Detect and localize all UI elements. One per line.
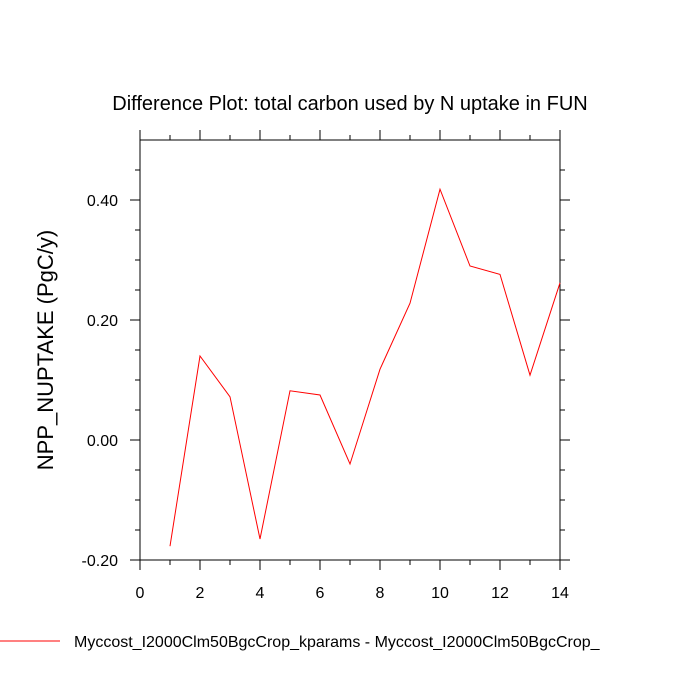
plot-frame	[139, 139, 561, 561]
x-tick-label: 12	[491, 585, 509, 602]
y-tick-label: 0.40	[87, 193, 118, 210]
y-tick-label: 0.20	[87, 313, 118, 330]
x-tick-label: 14	[551, 585, 569, 602]
legend-series-label: Myccost_I2000Clm50BgcCrop_kparams - Mycc…	[74, 634, 601, 651]
x-tick-label: 8	[376, 585, 385, 602]
series-layer	[169, 187, 561, 547]
series-line	[169, 187, 561, 547]
ticks-layer: 0 2 4 6 8 10 12 14 -0.20 0.00 0.20 0.40	[82, 130, 570, 602]
y-tick-label: 0.00	[87, 433, 118, 450]
x-tick-label: 6	[316, 585, 325, 602]
x-tick-label: 2	[196, 585, 205, 602]
x-tick-label: 0	[136, 585, 145, 602]
chart-title: Difference Plot: total carbon used by N …	[112, 93, 587, 115]
x-tick-label: 10	[431, 585, 449, 602]
legend: Myccost_I2000Clm50BgcCrop_kparams - Mycc…	[0, 634, 601, 651]
y-tick-label: -0.20	[82, 553, 119, 570]
y-axis-label: NPP_NUPTAKE (PgC/y)	[33, 230, 58, 470]
x-tick-label: 4	[256, 585, 265, 602]
